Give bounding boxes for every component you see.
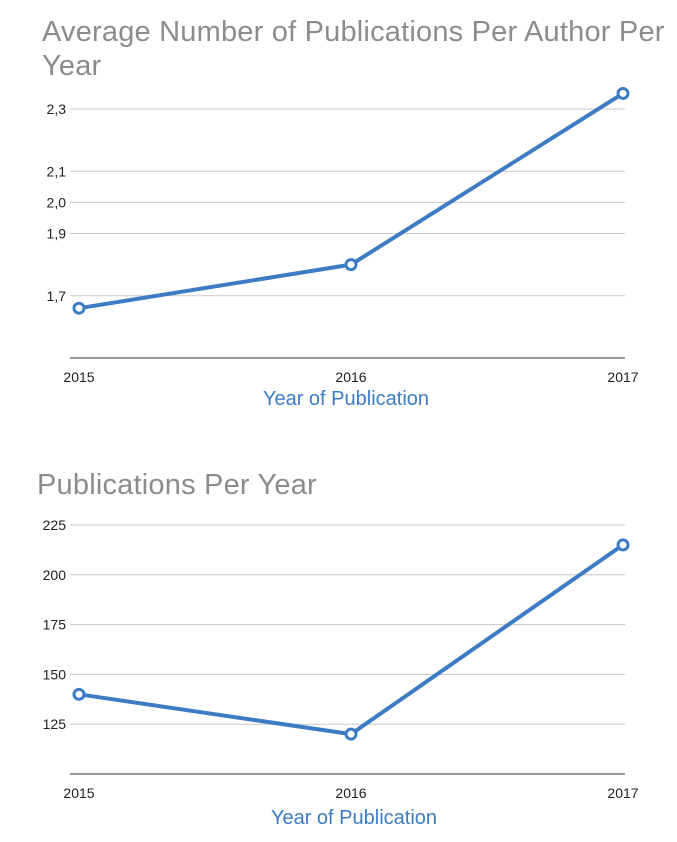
data-point [72,301,86,315]
y-tick-label: 175 [43,617,67,633]
data-point [616,538,630,552]
chart-publications-per-year: Publications Per Year 125 150 175 200 225 201… [0,420,677,842]
x-tick-label: 2015 [63,785,94,801]
chart-title: Publications Per Year [37,469,317,501]
x-tick-label: 2017 [607,785,638,801]
data-point [616,86,630,100]
x-tick-label: 2017 [607,369,638,385]
x-axis-label: Year of Publication [270,807,438,829]
series-line [77,91,625,311]
x-tick-label: 2016 [335,785,366,801]
y-tick-label: 125 [43,716,67,732]
y-tick-label: 200 [43,567,67,583]
x-tick-label: 2015 [63,369,94,385]
data-point [344,258,358,272]
chart-average-publications-per-author: Average Number of Publications Per Autho… [0,0,677,420]
series-line [77,542,625,737]
line-chart-plot: 1,7 1,9 2,0 2,1 2,3 2015 2016 2017 [47,86,639,385]
chart-title: Average Number of Publications Per Autho… [42,16,665,82]
x-axis-label: Year of Publication [262,388,430,410]
x-tick-label: 2016 [335,369,366,385]
y-tick-label: 2,0 [47,194,67,210]
data-point [344,727,358,741]
y-tick-label: 1,7 [47,288,67,304]
y-tick-label: 150 [43,666,67,682]
y-tick-label: 225 [43,517,67,533]
line-chart-plot: 125 150 175 200 225 2015 2016 2017 [43,517,639,801]
y-tick-label: 2,3 [47,101,67,117]
y-tick-label: 1,9 [47,226,67,242]
y-tick-label: 2,1 [47,163,67,179]
data-point [72,687,86,701]
